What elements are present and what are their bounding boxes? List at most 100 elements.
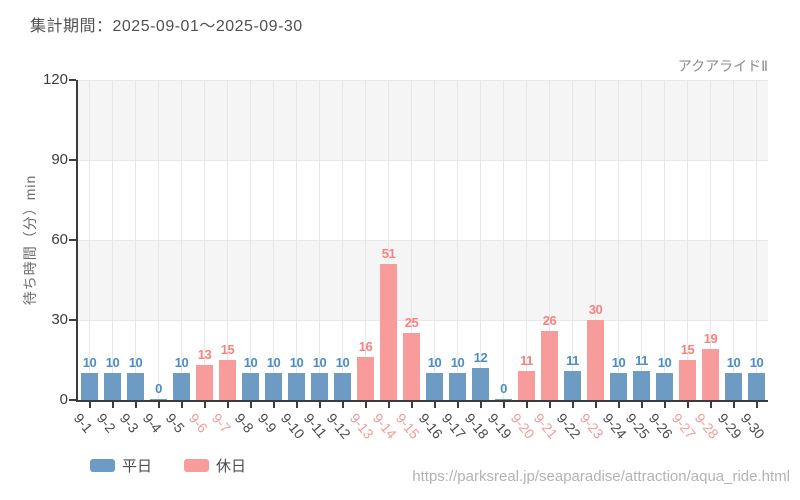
x-tick-mark <box>571 402 574 408</box>
legend-item-holiday: 休日 <box>184 455 246 476</box>
x-gridline <box>388 80 389 400</box>
bar-slot: 10 9-8 <box>231 80 262 436</box>
y-axis-line <box>76 80 78 402</box>
x-tick-label: 9-7 <box>208 410 234 436</box>
bar <box>610 373 627 400</box>
bar <box>702 349 719 400</box>
x-gridline <box>503 80 504 400</box>
bar-value-label: 10 <box>450 355 465 371</box>
legend: 平日 休日 <box>90 455 246 476</box>
y-tick-mark <box>69 399 76 401</box>
x-tick-label: 9-5 <box>162 410 188 436</box>
x-tick-label: 9-18 <box>461 410 492 442</box>
x-tick-mark <box>249 402 252 408</box>
x-tick-mark <box>341 402 344 408</box>
x-gridline <box>434 80 435 400</box>
bar-slot: 10 9-3 <box>116 80 147 436</box>
x-tick-label: 9-28 <box>691 410 722 442</box>
bar-slot: 11 9-20 <box>507 80 538 442</box>
bar <box>173 373 190 400</box>
x-gridline <box>710 80 711 400</box>
bar <box>495 398 512 400</box>
bar-value-label: 10 <box>266 355 281 371</box>
bar <box>564 370 581 400</box>
bar <box>403 333 420 400</box>
bar-slot: 10 9-30 <box>737 80 768 442</box>
x-tick-label: 9-2 <box>93 410 119 436</box>
bar-slot: 10 9-10 <box>277 80 308 442</box>
x-tick-label: 9-12 <box>323 410 354 442</box>
bar-slot: 15 9-7 <box>208 80 239 436</box>
x-tick-label: 9-23 <box>576 410 607 442</box>
x-tick-label: 9-16 <box>415 410 446 442</box>
bar-value-label: 10 <box>174 355 189 371</box>
x-tick-label: 9-8 <box>231 410 257 436</box>
plot-area: 10 9-1 10 9-2 10 9-3 0 9-4 10 9-5 13 9-6 15 9-7 10 9-8 1… <box>43 71 768 442</box>
bar <box>81 373 98 400</box>
bar-slot: 25 9-15 <box>392 80 423 442</box>
bar <box>265 373 282 400</box>
bar-slot: 10 9-29 <box>714 80 745 442</box>
bar <box>380 264 397 400</box>
y-tick-label: 0 <box>59 391 68 408</box>
x-tick-mark <box>709 402 712 408</box>
x-tick-label: 9-17 <box>438 410 469 442</box>
x-tick-mark <box>134 402 137 408</box>
bar-value-label: 10 <box>749 355 764 371</box>
bar-value-label: 26 <box>542 312 557 328</box>
y-tick-mark <box>69 239 76 241</box>
bar-value-label: 13 <box>197 347 212 363</box>
bar-slot: 10 9-26 <box>645 80 676 442</box>
x-gridline <box>549 80 550 400</box>
x-gridline <box>181 80 182 400</box>
bar-value-label: 0 <box>500 380 507 396</box>
bar-slot: 10 9-1 <box>70 80 101 436</box>
bar-value-label: 11 <box>566 352 579 368</box>
y-tick-mark <box>69 319 76 321</box>
x-gridline <box>204 80 205 400</box>
bar <box>334 373 351 400</box>
x-tick-mark <box>295 402 298 408</box>
x-tick-label: 9-13 <box>346 410 377 442</box>
x-gridline <box>135 80 136 400</box>
bar-value-label: 10 <box>105 355 120 371</box>
bar-slot: 10 9-16 <box>415 80 446 442</box>
x-gridline <box>342 80 343 400</box>
x-tick-mark <box>318 402 321 408</box>
x-tick-mark <box>479 402 482 408</box>
bar <box>633 370 650 400</box>
bar-value-label: 10 <box>611 355 626 371</box>
bar-slot: 13 9-6 <box>185 80 216 436</box>
bar <box>357 357 374 400</box>
x-tick-mark <box>525 402 528 408</box>
x-gridline <box>158 80 159 400</box>
bar-value-label: 51 <box>381 246 396 261</box>
bar-value-label: 30 <box>588 302 603 317</box>
x-gridline <box>112 80 113 400</box>
x-tick-label: 9-24 <box>599 410 630 442</box>
bar-slot: 0 9-19 <box>484 80 515 442</box>
y-tick-mark <box>69 79 76 81</box>
bar-slot: 12 9-18 <box>461 80 492 442</box>
bar-value-label: 10 <box>726 355 741 371</box>
bar <box>242 373 259 400</box>
y-tick-label: 90 <box>51 151 68 168</box>
bar <box>587 320 604 400</box>
x-tick-label: 9-19 <box>484 410 515 442</box>
bar-value-label: 15 <box>680 342 695 357</box>
bar <box>288 373 305 400</box>
bar-slot: 10 9-2 <box>93 80 124 436</box>
bar-series: 10 9-1 10 9-2 10 9-3 0 9-4 10 9-5 13 9-6 15 9-7 10 9-8 1… <box>70 80 768 442</box>
y-tick-label: 60 <box>51 231 68 248</box>
bar-slot: 16 9-13 <box>346 80 377 442</box>
holiday-color-swatch <box>184 459 210 472</box>
y-tick-label: 120 <box>42 71 68 88</box>
x-tick-label: 9-26 <box>645 410 676 442</box>
bar-value-label: 10 <box>657 355 672 371</box>
x-gridline <box>250 80 251 400</box>
x-gridline <box>572 80 573 400</box>
bar-slot: 10 9-11 <box>300 80 331 441</box>
x-tick-mark <box>433 402 436 408</box>
x-gridline <box>733 80 734 400</box>
